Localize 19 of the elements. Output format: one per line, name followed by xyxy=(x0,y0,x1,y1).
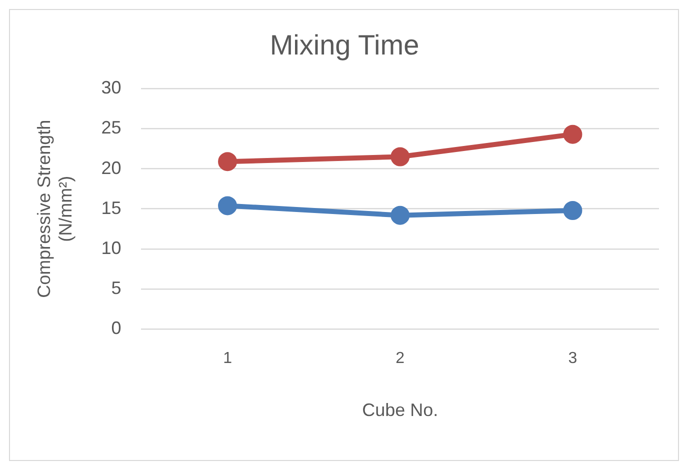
point xyxy=(218,152,238,172)
point xyxy=(218,196,238,216)
x-tick-label: 3 xyxy=(568,350,578,368)
y-tick-label: 15 xyxy=(101,198,122,218)
y-tick-label: 20 xyxy=(101,158,122,178)
x-tick-label: 1 xyxy=(223,350,232,368)
y-tick-label: 0 xyxy=(111,318,122,338)
y-tick-label: 5 xyxy=(111,278,122,298)
y-tick-label: 10 xyxy=(101,238,122,258)
x-axis-title: Cube No. xyxy=(362,400,438,420)
point xyxy=(390,206,410,225)
point xyxy=(563,201,582,220)
y-tick-label: 25 xyxy=(101,118,122,138)
point xyxy=(563,124,582,144)
y-tick-label: 30 xyxy=(101,78,122,98)
point xyxy=(390,147,410,166)
y-axis-title: Compressive Strength (N/mm²) xyxy=(34,120,76,298)
x-tick-label: 2 xyxy=(396,350,405,368)
chart-title: Mixing Time xyxy=(270,30,420,61)
